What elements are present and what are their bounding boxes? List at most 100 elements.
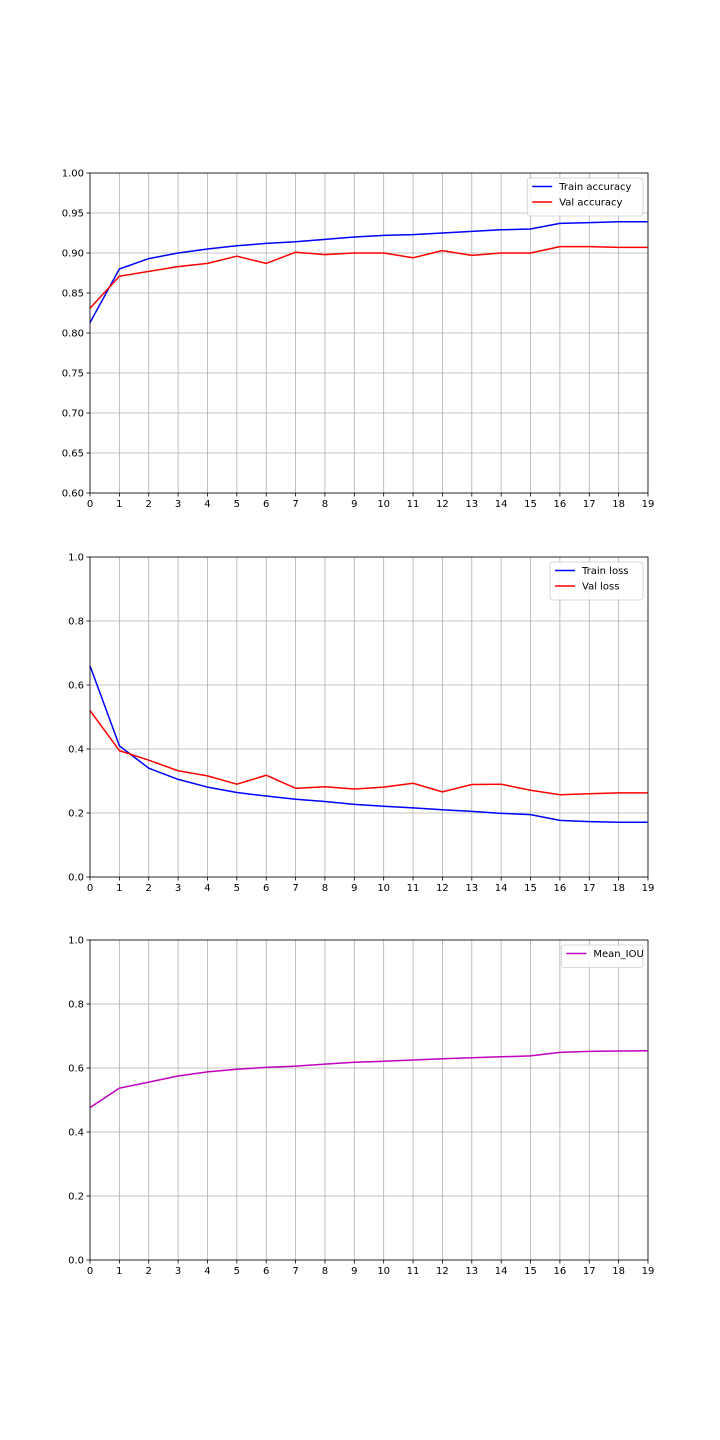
legend: Train loss Val loss (549, 561, 644, 601)
y-tick-label: 1.00 (62, 169, 84, 180)
x-tick-label: 14 (495, 499, 508, 510)
y-tick-label: 0.8 (68, 1000, 84, 1011)
x-tick-label: 9 (351, 883, 357, 894)
x-tick-label: 12 (436, 499, 449, 510)
y-tick-label: 0.90 (62, 249, 84, 260)
legend-label: Train loss (581, 566, 629, 577)
y-tick-label: 0.6 (68, 681, 84, 692)
y-tick-label: 0.75 (62, 369, 84, 380)
x-tick-label: 12 (436, 883, 449, 894)
x-tick-label: 16 (554, 883, 567, 894)
x-tick-label: 17 (583, 1266, 596, 1277)
gridlines (89, 172, 649, 494)
x-tick-label: 15 (524, 1266, 537, 1277)
x-tick-label: 12 (436, 1266, 449, 1277)
y-tick-label: 0.95 (62, 209, 84, 220)
x-tick-label: 16 (554, 1266, 567, 1277)
x-tick-label: 10 (377, 499, 390, 510)
y-tick-label: 0.70 (62, 409, 84, 420)
x-tick-label: 8 (322, 883, 328, 894)
gridlines (89, 939, 649, 1261)
x-tick-label: 1 (116, 1266, 122, 1277)
x-tick-label: 0 (87, 883, 93, 894)
x-tick-label: 13 (465, 499, 478, 510)
x-tick-label: 13 (465, 1266, 478, 1277)
x-tick-label: 14 (495, 1266, 508, 1277)
y-tick-label: 0.4 (68, 1128, 84, 1139)
x-tick-label: 6 (263, 499, 269, 510)
series-line-val-accuracy (89, 245, 648, 309)
x-tick-label: 18 (612, 499, 625, 510)
legend-box (549, 561, 644, 601)
x-tick-label: 11 (407, 883, 420, 894)
axes-frame (89, 939, 649, 1261)
gridlines (89, 556, 649, 878)
y-tick-label: 0.65 (62, 449, 84, 460)
legend-label: Mean_IOU (593, 949, 643, 960)
x-tick-label: 2 (146, 883, 152, 894)
series-line-val-loss (89, 710, 648, 796)
x-tick-label: 8 (322, 1266, 328, 1277)
chart-panel-1: 0 1 2 3 4 5 6 7 8 9 10 11 12 13 14 15 16 17 18 190.600.650.… (62, 169, 655, 511)
axes-frame (89, 556, 649, 878)
x-tick-label: 13 (465, 883, 478, 894)
y-tick-label: 0.80 (62, 329, 84, 340)
x-tick-label: 19 (642, 499, 655, 510)
x-tick-label: 7 (292, 883, 298, 894)
legend-box (526, 177, 644, 217)
x-tick-label: 0 (87, 499, 93, 510)
x-tick-label: 6 (263, 883, 269, 894)
legend-label: Val loss (582, 582, 619, 593)
x-tick-label: 16 (554, 499, 567, 510)
x-tick-label: 9 (351, 1266, 357, 1277)
x-tick-label: 15 (524, 883, 537, 894)
chart-panel-3: 0 1 2 3 4 5 6 7 8 9 10 11 12 13 14 15 16 17 18 190.00.20.40… (68, 936, 654, 1278)
y-tick-label: 0.0 (68, 1256, 84, 1267)
x-tick-label: 4 (204, 499, 210, 510)
y-tick-label: 1.0 (68, 936, 84, 947)
x-tick-label: 2 (146, 499, 152, 510)
x-tick-label: 1 (116, 499, 122, 510)
series-line-mean-iou (89, 1049, 649, 1109)
x-tick-label: 5 (234, 499, 240, 510)
legend-box (561, 944, 644, 968)
series-line-train-accuracy (89, 221, 648, 323)
x-tick-label: 9 (351, 499, 357, 510)
x-tick-label: 3 (175, 883, 181, 894)
x-tick-label: 18 (612, 883, 625, 894)
legend: Train accuracy Val accuracy (526, 177, 644, 217)
legend: Mean_IOU (561, 944, 644, 968)
chart-panel-2: 0 1 2 3 4 5 6 7 8 9 10 11 12 13 14 15 16 17 18 190.00.20.40… (68, 553, 654, 895)
y-tick-label: 0.8 (68, 617, 84, 628)
legend-label: Train accuracy (558, 182, 631, 193)
x-tick-label: 15 (524, 499, 537, 510)
x-tick-label: 14 (495, 883, 508, 894)
x-tick-label: 18 (612, 1266, 625, 1277)
legend-label: Val accuracy (559, 198, 622, 209)
y-tick-label: 0.85 (62, 289, 84, 300)
y-tick-label: 0.4 (68, 745, 84, 756)
x-tick-label: 5 (234, 883, 240, 894)
x-tick-label: 0 (87, 1266, 93, 1277)
x-tick-label: 3 (175, 499, 181, 510)
x-tick-label: 17 (583, 883, 596, 894)
x-tick-label: 7 (292, 499, 298, 510)
x-tick-label: 4 (204, 1266, 210, 1277)
x-tick-label: 19 (642, 1266, 655, 1277)
x-tick-label: 11 (407, 1266, 420, 1277)
x-tick-label: 1 (116, 883, 122, 894)
x-tick-label: 17 (583, 499, 596, 510)
x-tick-label: 7 (292, 1266, 298, 1277)
x-tick-label: 11 (407, 499, 420, 510)
x-tick-label: 2 (146, 1266, 152, 1277)
y-tick-label: 1.0 (68, 553, 84, 564)
series-line-train-loss (89, 665, 648, 824)
x-tick-label: 6 (263, 1266, 269, 1277)
axes-frame (89, 172, 649, 494)
x-tick-label: 19 (642, 883, 655, 894)
y-tick-label: 0.2 (68, 809, 84, 820)
x-tick-label: 10 (377, 883, 390, 894)
x-tick-label: 10 (377, 1266, 390, 1277)
x-tick-label: 4 (204, 883, 210, 894)
